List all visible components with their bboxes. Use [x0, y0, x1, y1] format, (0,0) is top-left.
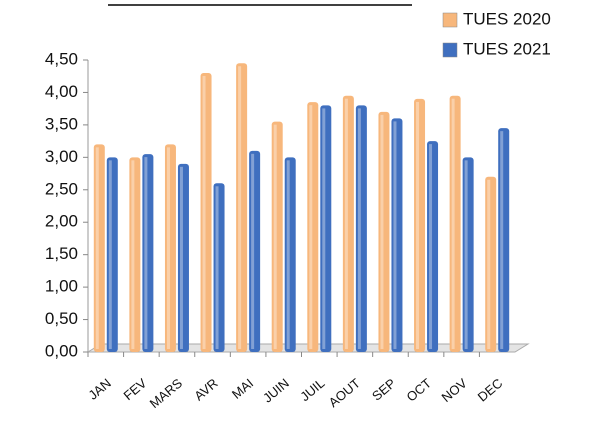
legend-swatch	[442, 12, 458, 28]
legend-label: TUES 2021	[463, 39, 551, 58]
bar-shine	[393, 121, 397, 350]
bar	[142, 154, 154, 352]
x-tick-label: NOV	[439, 375, 470, 405]
x-tick-label: AOUT	[326, 375, 363, 410]
x-tick-label: OCT	[404, 375, 435, 404]
bar	[320, 105, 332, 352]
bar-shine	[416, 101, 420, 349]
bar	[378, 111, 390, 353]
bar-shine	[215, 186, 219, 349]
bar	[106, 157, 118, 352]
bar-shine	[487, 179, 491, 349]
y-tick-label: 2,50	[45, 179, 78, 198]
bar-shine	[500, 131, 504, 349]
bar	[427, 141, 439, 352]
bar-shine	[251, 153, 255, 349]
bar	[462, 157, 474, 352]
bar-shine	[131, 160, 135, 349]
y-tick-label: 3,00	[45, 147, 78, 166]
bar	[498, 128, 510, 352]
x-tick-label: SEP	[369, 375, 399, 403]
bar	[213, 183, 225, 352]
bar-shine	[322, 108, 326, 349]
bar	[177, 163, 189, 352]
bar	[391, 118, 403, 353]
bar	[236, 63, 248, 352]
bar	[307, 102, 319, 352]
bar-shine	[451, 98, 455, 349]
x-tick-label: MAI	[229, 375, 256, 401]
legend-swatch	[442, 42, 458, 58]
x-tick-label: MARS	[147, 375, 186, 411]
bar	[485, 176, 497, 352]
bar-shine	[380, 114, 384, 350]
bar	[271, 121, 283, 353]
y-tick-label: 4,50	[45, 49, 78, 68]
x-tick-label: AVR	[191, 375, 220, 403]
legend-label: TUES 2020	[463, 9, 551, 28]
bar	[129, 157, 141, 352]
bar-shine	[286, 160, 290, 349]
bar	[449, 95, 461, 352]
bar-shine	[238, 66, 242, 349]
bar-shine	[464, 160, 468, 349]
y-tick-label: 3,50	[45, 114, 78, 133]
bar-shine	[344, 98, 348, 349]
y-tick-label: 4,00	[45, 82, 78, 101]
bar-shine	[144, 157, 148, 349]
y-tick-label: 2,00	[45, 212, 78, 231]
y-tick-label: 0,50	[45, 309, 78, 328]
x-tick-label: JUIL	[297, 375, 327, 404]
y-tick-label: 1,00	[45, 277, 78, 296]
bar-shine	[179, 166, 183, 349]
y-tick-label: 1,50	[45, 244, 78, 263]
bar	[93, 144, 105, 352]
bar-shine	[429, 144, 433, 349]
bar-shine	[166, 147, 170, 349]
bar-shine	[108, 160, 112, 349]
bar-shine	[202, 75, 206, 349]
bar	[284, 157, 296, 352]
y-tick-label: 0,00	[45, 341, 78, 360]
x-tick-label: JUIN	[260, 375, 292, 405]
x-tick-label: FEV	[120, 375, 149, 403]
bar-shine	[357, 108, 361, 349]
bar	[200, 72, 212, 352]
bar-shine	[273, 124, 277, 350]
bar	[355, 105, 367, 352]
x-tick-label: DEC	[475, 375, 506, 404]
bar	[164, 144, 176, 352]
bar	[414, 98, 426, 352]
bar-shine	[95, 147, 99, 349]
bar-shine	[309, 105, 313, 349]
bar	[342, 95, 354, 352]
bar	[249, 150, 261, 352]
x-tick-label: JAN	[85, 375, 113, 402]
